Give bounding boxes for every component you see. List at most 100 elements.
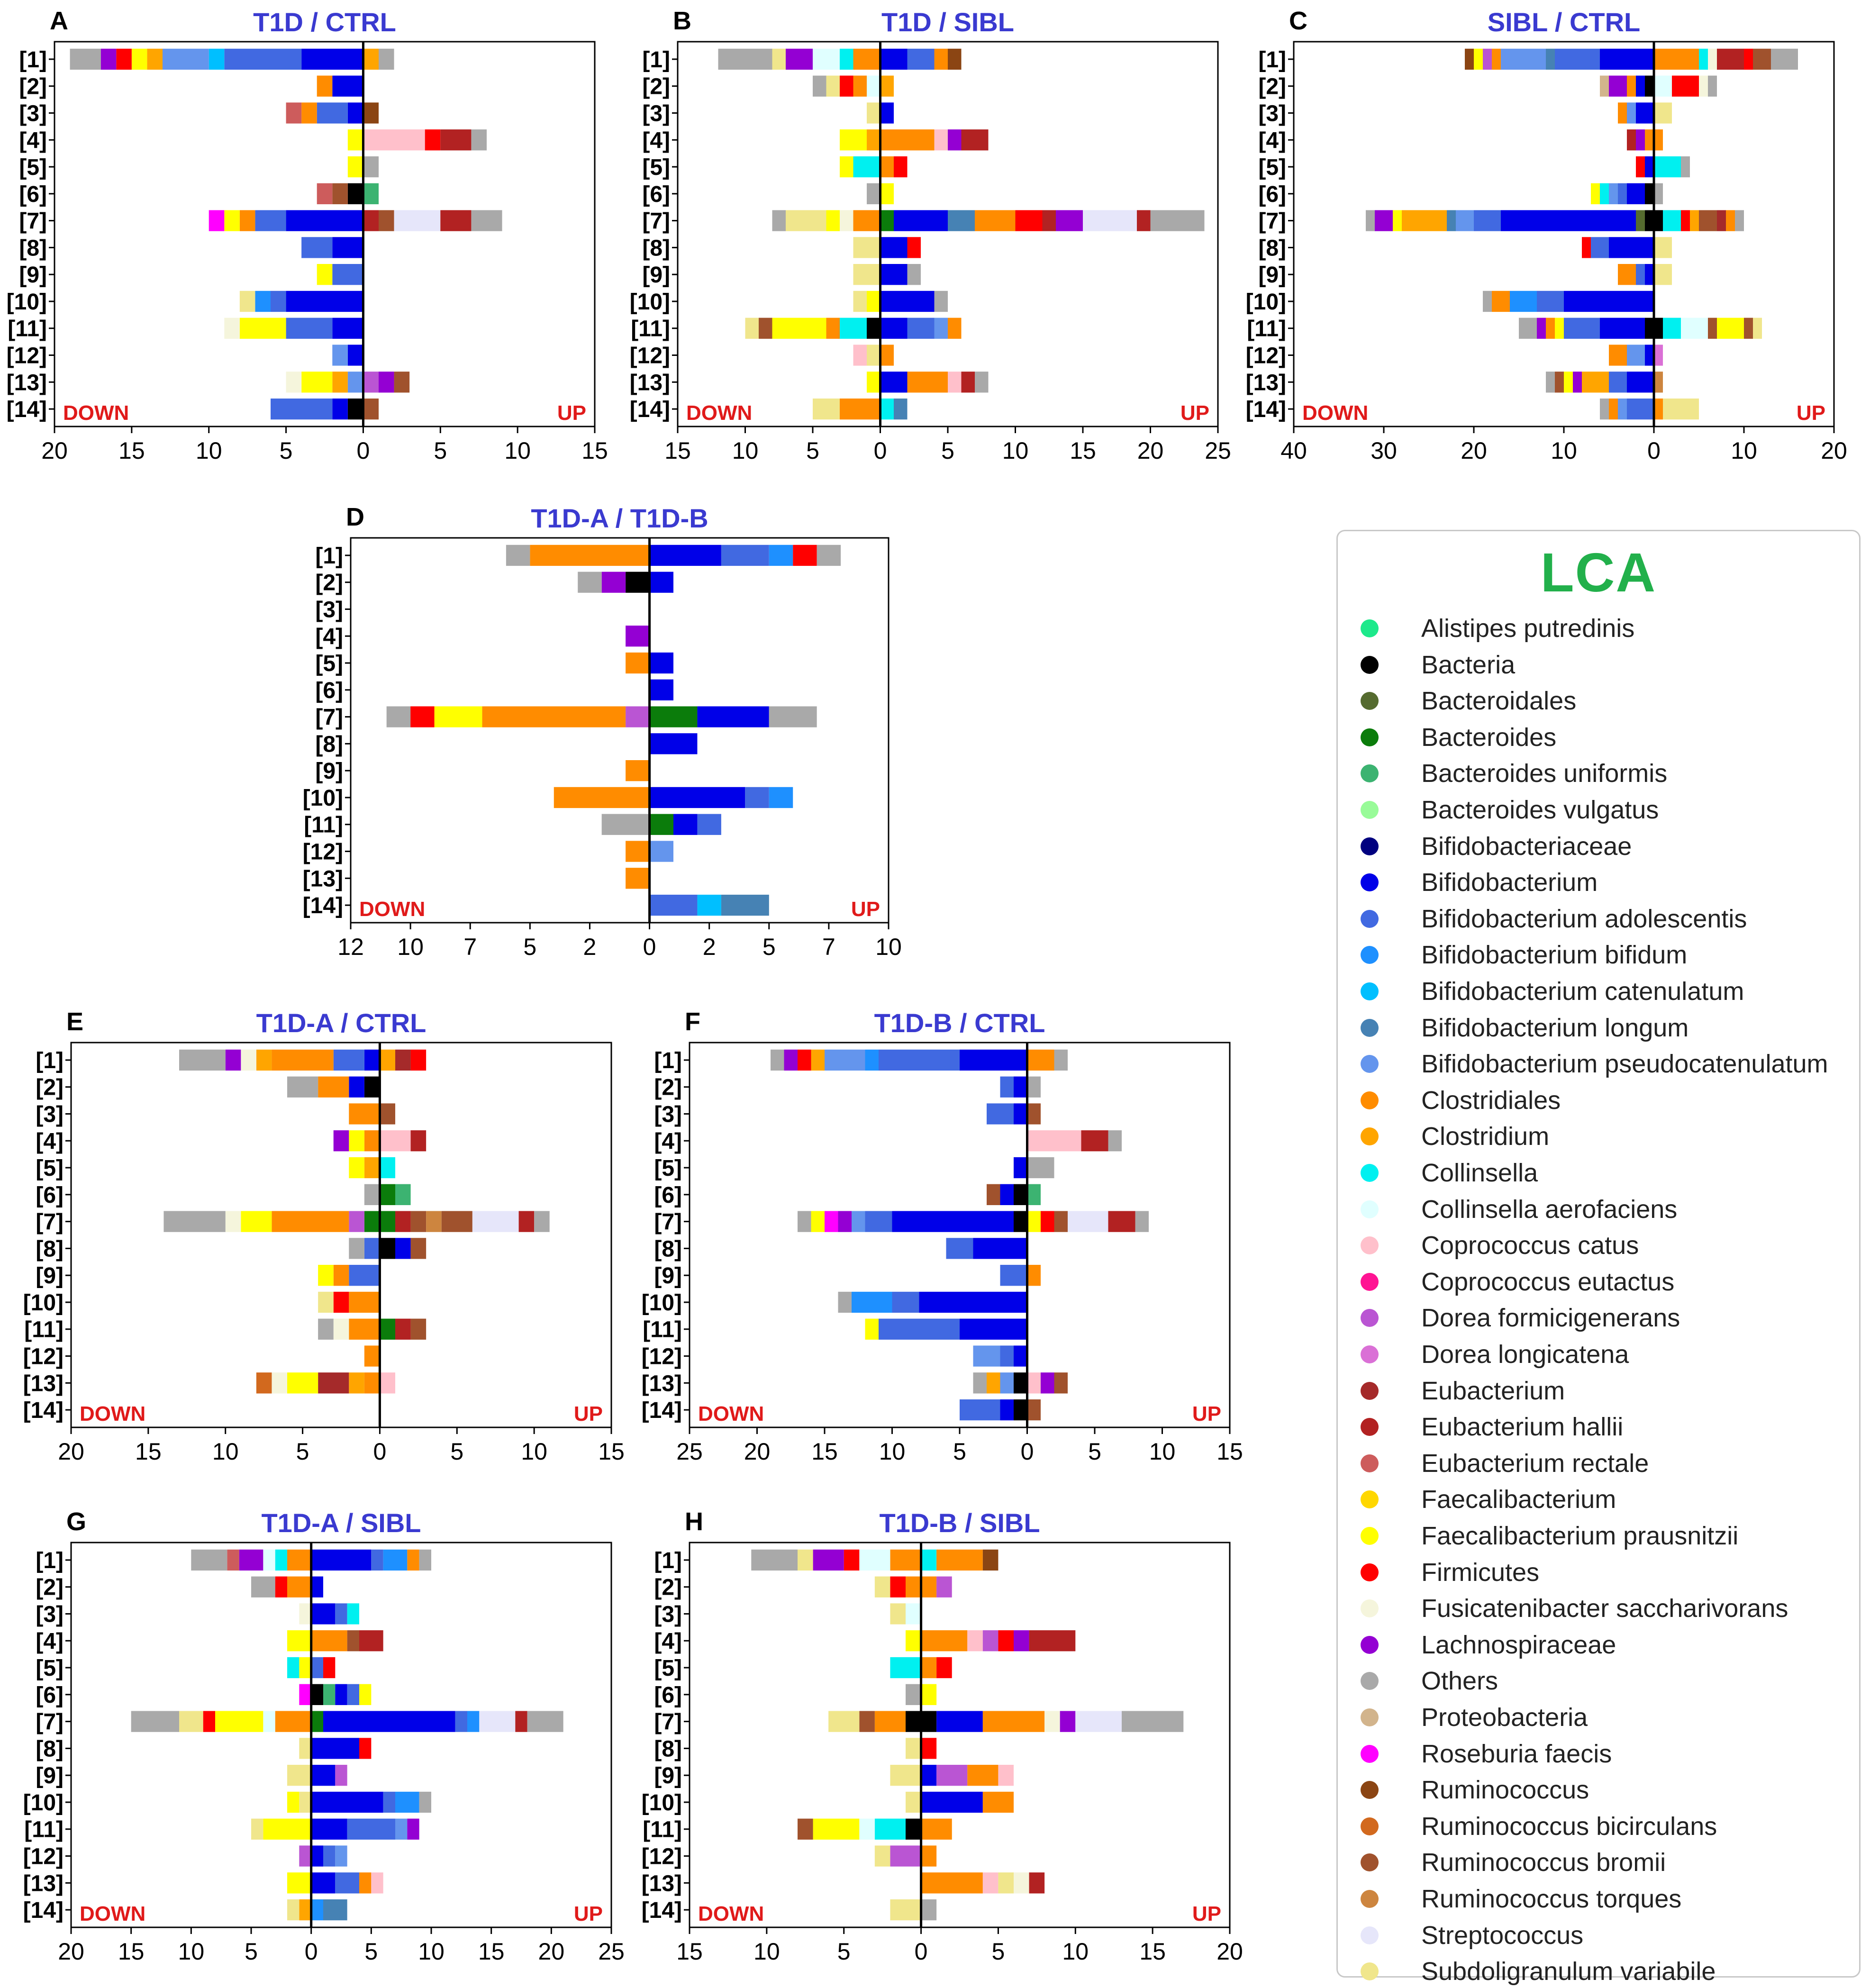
- legend-label: Bifidobacterium adolescentis: [1421, 904, 1747, 933]
- x-tick-label: 5: [992, 1938, 1005, 1965]
- bar-segment: [1501, 210, 1636, 231]
- bar-segment: [1564, 318, 1600, 339]
- category-label: [3]: [19, 101, 47, 126]
- bar-segment: [440, 129, 472, 151]
- bar-segment: [179, 1711, 203, 1732]
- bar-segment: [874, 1845, 890, 1867]
- category-label: [10]: [303, 786, 343, 811]
- bar-segment: [1447, 210, 1456, 231]
- bar-segment: [364, 1076, 380, 1098]
- bar-segment: [1645, 75, 1654, 97]
- bar-segment: [1636, 156, 1645, 178]
- bar-segment: [745, 318, 759, 339]
- legend-swatch-icon: [1361, 1744, 1379, 1763]
- bar-segment: [1150, 210, 1205, 231]
- bar-segment: [380, 1049, 395, 1071]
- bar-segment: [987, 1372, 1000, 1394]
- bar-segment: [251, 1576, 275, 1598]
- bar-segment: [1029, 1872, 1045, 1894]
- category-label: [9]: [315, 759, 343, 784]
- category-label: [6]: [654, 1683, 682, 1708]
- bar-segment: [751, 1549, 798, 1571]
- bar-segment: [1027, 1103, 1041, 1125]
- bar-segment: [225, 1049, 241, 1071]
- down-label: DOWN: [698, 1402, 764, 1425]
- bar-segment: [798, 1049, 811, 1071]
- chart-title: T1D-A / CTRL: [256, 1008, 427, 1038]
- bar-segment: [987, 1184, 1000, 1205]
- bar-segment: [892, 1211, 1014, 1232]
- bar-segment: [890, 1657, 921, 1679]
- bar-segment: [1609, 345, 1627, 366]
- panel-letter: A: [50, 7, 68, 35]
- bar-segment: [936, 1765, 968, 1786]
- x-tick-label: 0: [1647, 437, 1661, 464]
- up-label: UP: [574, 1402, 603, 1425]
- bar-segment: [998, 1630, 1014, 1652]
- x-tick-label: 10: [1149, 1438, 1176, 1465]
- legend-swatch-icon: [1361, 1418, 1379, 1436]
- bar-segment: [1474, 48, 1483, 70]
- up-label: UP: [1192, 1402, 1221, 1425]
- bar-segment: [1492, 290, 1510, 312]
- x-tick-label: 5: [953, 1438, 966, 1465]
- x-tick-label: 10: [753, 1938, 780, 1965]
- bar-segment: [1000, 1372, 1014, 1394]
- bar-segment: [840, 48, 853, 70]
- bar-segment: [1027, 1076, 1041, 1098]
- category-label: [3]: [654, 1102, 682, 1127]
- legend-swatch-icon: [1361, 1563, 1379, 1581]
- bar-segment: [272, 1372, 287, 1394]
- chart-title: T1D / SIBL: [881, 7, 1014, 37]
- bar-segment: [960, 1318, 1027, 1340]
- bar-segment: [1744, 48, 1753, 70]
- bar-segment: [70, 48, 101, 70]
- legend-label: Dorea formicigenerans: [1421, 1304, 1680, 1333]
- bar-segment: [1041, 1211, 1054, 1232]
- legend-title: LCA: [1540, 542, 1657, 603]
- bar-segment: [263, 1549, 275, 1571]
- x-tick-label: 15: [478, 1938, 505, 1965]
- bar-segment: [1654, 156, 1681, 178]
- category-label: [12]: [303, 840, 343, 865]
- bar-segment: [364, 1130, 380, 1152]
- category-label: [1]: [315, 544, 343, 569]
- bar-segment: [410, 1318, 427, 1340]
- category-label: [8]: [36, 1236, 64, 1262]
- bar-segment: [826, 318, 840, 339]
- bar-segment: [426, 1211, 442, 1232]
- legend-label: Roseburia faecis: [1421, 1739, 1612, 1768]
- x-tick-label: 20: [41, 437, 68, 464]
- bar-segment: [626, 841, 650, 862]
- legend-swatch-icon: [1361, 655, 1379, 674]
- bar-segment: [1027, 1372, 1041, 1394]
- bar-segment: [224, 318, 240, 339]
- bar-segment: [840, 129, 867, 151]
- category-label: [4]: [19, 128, 47, 153]
- x-tick-label: 15: [811, 1438, 838, 1465]
- x-tick-label: 5: [434, 437, 447, 464]
- x-tick-label: 2: [583, 934, 597, 960]
- up-label: UP: [851, 898, 880, 921]
- bar-segment: [1054, 1372, 1068, 1394]
- legend-item: Firmicutes: [1338, 1556, 1539, 1589]
- legend-swatch-icon: [1361, 1018, 1379, 1037]
- category-label: [13]: [630, 370, 670, 395]
- bar-segment: [335, 1684, 347, 1705]
- category-label: [6]: [19, 182, 47, 207]
- category-label: [10]: [23, 1290, 64, 1316]
- plot-frame: [70, 1042, 612, 1428]
- bar-segment: [335, 1603, 347, 1625]
- bar-segment: [1609, 237, 1654, 258]
- bar-segment: [853, 290, 867, 312]
- legend-item: Coprococcus eutactus: [1338, 1265, 1674, 1298]
- bar-segment: [890, 1549, 921, 1571]
- bar-segment: [890, 1765, 921, 1786]
- category-label: [2]: [654, 1075, 682, 1100]
- category-label: [7]: [36, 1710, 64, 1735]
- bar-segment: [1014, 1372, 1027, 1394]
- legend-item: Subdoligranulum variabile: [1338, 1955, 1716, 1988]
- bar-segment: [1083, 210, 1137, 231]
- bar-segment: [867, 129, 881, 151]
- bar-segment: [410, 1211, 427, 1232]
